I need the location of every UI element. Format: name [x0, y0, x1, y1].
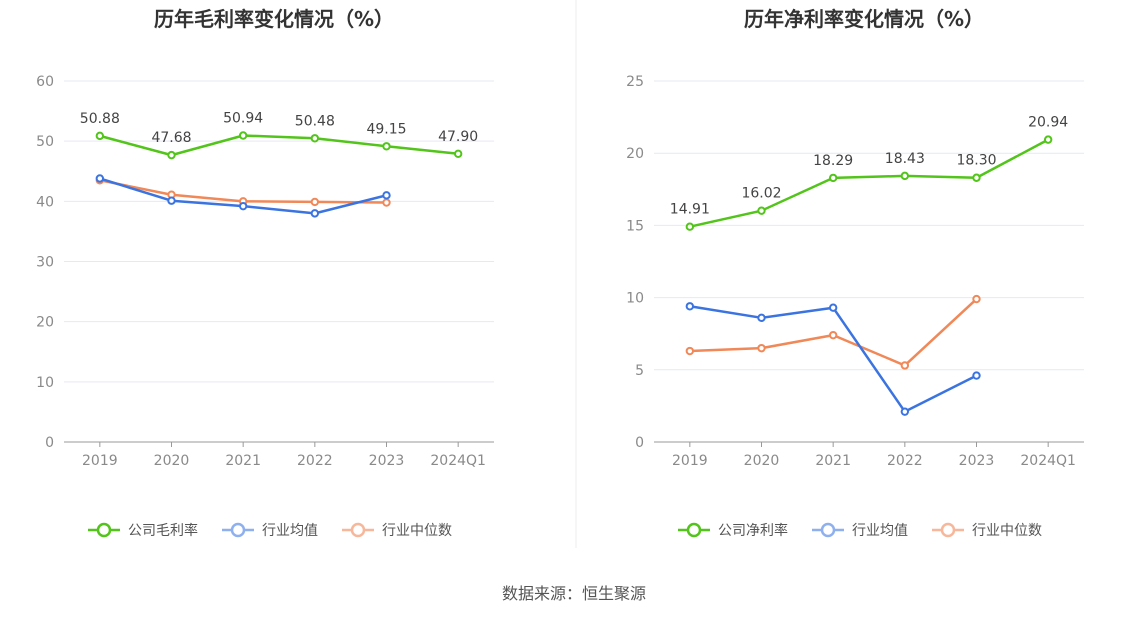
data-point — [685, 302, 695, 311]
y-tick-label: 10 — [36, 375, 54, 391]
data-point — [828, 173, 838, 183]
data-point — [238, 131, 248, 140]
data-point — [95, 174, 105, 183]
x-tick-label: 2022 — [297, 453, 333, 469]
data-point — [757, 206, 766, 215]
data-label: 20.94 — [1028, 115, 1068, 131]
data-source-note: 数据来源：恒生聚源 — [501, 584, 646, 603]
legend-swatch-marker — [350, 522, 366, 538]
data-point — [828, 330, 838, 340]
data-label: 16.02 — [741, 186, 781, 202]
gross-margin-chart: 历年毛利率变化情况（%） 0 10 20 30 40 50 60 2019 2020 2021 202… — [36, 7, 494, 539]
legend-swatch-marker — [940, 522, 956, 538]
data-point — [757, 343, 766, 353]
data-point — [382, 191, 391, 200]
y-tick-label: 40 — [36, 194, 54, 210]
data-point — [382, 198, 391, 207]
x-tick-label: 2023 — [959, 453, 995, 469]
y-tick-label: 20 — [36, 315, 54, 331]
data-label: 50.94 — [223, 111, 263, 127]
data-label: 47.68 — [151, 130, 191, 146]
legend-item: 行业均值 — [222, 522, 318, 539]
data-point — [382, 142, 391, 151]
data-point — [972, 371, 981, 380]
y-tick-label: 30 — [36, 255, 54, 271]
legend-label: 公司净利率 — [718, 522, 788, 539]
legend-item: 行业均值 — [812, 522, 908, 539]
data-label: 47.90 — [438, 129, 478, 145]
data-point — [972, 294, 981, 304]
data-point — [1043, 135, 1053, 144]
data-point — [972, 173, 981, 182]
data-point — [900, 361, 910, 370]
legend-item: 公司净利率 — [678, 522, 788, 539]
data-point — [310, 134, 320, 143]
y-tick-label: 60 — [36, 74, 54, 90]
legend-label: 公司毛利率 — [128, 522, 198, 539]
data-point — [310, 197, 320, 207]
data-point — [828, 303, 838, 312]
x-tick-label: 2023 — [369, 453, 405, 469]
legend-swatch-marker — [96, 522, 112, 538]
legend-item: 行业中位数 — [932, 522, 1042, 539]
legend-label: 行业中位数 — [382, 523, 452, 539]
data-point — [238, 201, 248, 211]
data-point — [685, 346, 695, 356]
series-line — [689, 305, 978, 413]
data-label: 49.15 — [366, 121, 406, 137]
series-line — [99, 134, 459, 157]
data-point — [685, 222, 695, 231]
chart-title: 历年毛利率变化情况（%） — [154, 7, 394, 31]
data-label: 50.88 — [80, 111, 120, 127]
y-tick-label: 10 — [626, 291, 644, 307]
legend-swatch-marker — [820, 522, 836, 538]
legend-label: 行业均值 — [262, 523, 318, 539]
x-tick-label: 2019 — [82, 453, 118, 469]
data-label: 18.43 — [885, 151, 925, 167]
legend-item: 公司毛利率 — [88, 522, 198, 539]
legend-label: 行业中位数 — [972, 523, 1042, 539]
net-margin-chart: 历年净利率变化情况（%） 0 5 10 15 20 25 2019 2020 2021 2022 20… — [626, 7, 1084, 539]
x-tick-label: 2022 — [887, 453, 923, 469]
y-tick-label: 5 — [635, 363, 644, 379]
data-point — [900, 407, 910, 416]
x-tick-label: 2020 — [744, 453, 780, 469]
data-point — [310, 209, 320, 218]
legend-label: 行业均值 — [852, 523, 908, 539]
x-tick-label: 2020 — [154, 453, 190, 469]
x-tick-label: 2021 — [225, 453, 261, 469]
y-tick-label: 0 — [45, 435, 54, 451]
legend-swatch-marker — [686, 522, 702, 538]
data-point — [900, 171, 910, 181]
data-label: 18.30 — [956, 153, 996, 169]
x-tick-label: 2024Q1 — [430, 453, 486, 469]
series-line — [689, 138, 1049, 228]
y-tick-label: 25 — [626, 74, 644, 90]
x-tick-label: 2019 — [672, 453, 708, 469]
data-point — [95, 131, 105, 141]
legend-swatch-marker — [230, 522, 246, 538]
y-tick-label: 0 — [635, 435, 644, 451]
data-point — [167, 150, 176, 160]
x-tick-label: 2024Q1 — [1020, 453, 1076, 469]
chart-title: 历年净利率变化情况（%） — [744, 7, 984, 31]
data-label: 18.29 — [813, 153, 853, 169]
data-point — [757, 313, 766, 323]
x-tick-label: 2021 — [815, 453, 851, 469]
legend-item: 行业中位数 — [342, 522, 452, 539]
y-tick-label: 20 — [626, 146, 644, 162]
data-point — [167, 196, 176, 205]
y-tick-label: 50 — [36, 134, 54, 150]
data-label: 14.91 — [670, 202, 710, 218]
data-point — [453, 149, 463, 159]
y-tick-label: 15 — [626, 218, 644, 234]
data-label: 50.48 — [295, 113, 335, 129]
